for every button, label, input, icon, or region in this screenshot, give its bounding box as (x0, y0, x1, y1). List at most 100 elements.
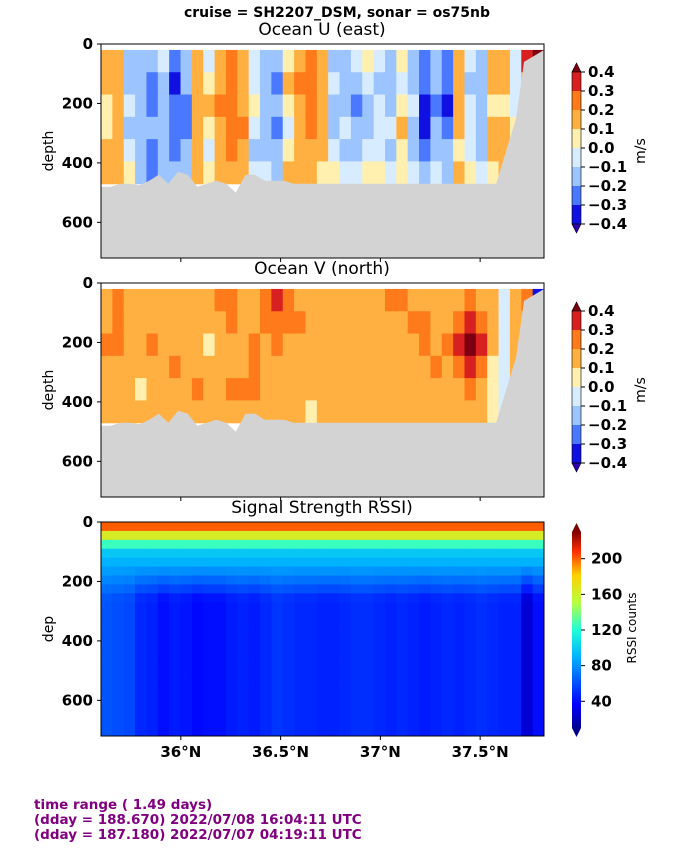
rssi-cell (328, 522, 341, 532)
rssi-cell (248, 584, 261, 594)
velocity-cell (339, 49, 352, 73)
rssi-cell (419, 709, 432, 719)
rssi-cell (112, 629, 125, 639)
velocity-cell (396, 94, 409, 118)
rssi-cell (214, 539, 227, 550)
rssi-cell (396, 718, 409, 728)
velocity-cell (316, 139, 329, 162)
velocity-cell (203, 311, 216, 335)
rssi-cell (441, 637, 454, 648)
rssi-cell (498, 575, 511, 586)
rssi-cell (373, 629, 386, 639)
velocity-cell (487, 378, 500, 401)
rssi-cell (316, 620, 329, 630)
rssi-cell (248, 548, 261, 559)
rssi-cell (282, 629, 295, 639)
rssi-cell (509, 629, 522, 639)
rssi-cell (157, 700, 170, 710)
rssi-cell (191, 718, 204, 728)
rssi-cell (112, 718, 125, 728)
rssi-cell (180, 718, 193, 728)
colorbar-gradient (572, 532, 581, 728)
velocity-cell (237, 378, 250, 401)
rssi-cell (441, 530, 454, 541)
velocity-cell (407, 161, 420, 185)
rssi-cell (384, 575, 397, 586)
rssi-cell (475, 620, 488, 630)
velocity-cell (419, 49, 432, 73)
rssi-cell (441, 691, 454, 701)
rssi-cell (498, 673, 511, 684)
rssi-cell (407, 602, 420, 612)
rssi-cell (146, 691, 159, 701)
rssi-cell (203, 530, 216, 541)
velocity-cell (260, 355, 272, 379)
rssi-cell (123, 727, 136, 736)
rssi-cell (316, 539, 329, 550)
rssi-cell (260, 539, 272, 550)
rssi-cell (191, 611, 204, 621)
rssi-cell (101, 611, 113, 621)
rssi-cell (339, 655, 352, 666)
rssi-cell (305, 548, 318, 559)
velocity-cell (191, 116, 204, 140)
rssi-cell (509, 637, 522, 648)
rssi-cell (316, 646, 329, 657)
velocity-cell (248, 49, 261, 73)
rssi-cell (203, 709, 216, 719)
y-tick-label: 400 (62, 154, 93, 172)
rssi-cell (237, 620, 250, 630)
rssi-cell (112, 584, 125, 594)
rssi-cell (135, 727, 148, 736)
velocity-cell (373, 139, 386, 162)
velocity-cell (237, 311, 250, 335)
velocity-cell (248, 139, 261, 162)
rssi-cell (362, 530, 375, 541)
rssi-cell (521, 655, 534, 666)
rssi-cell (101, 548, 113, 559)
rssi-cell (498, 522, 511, 532)
velocity-cell (362, 161, 375, 185)
rssi-cell (509, 593, 522, 603)
rssi-cell (248, 557, 261, 568)
rssi-cell (487, 646, 500, 657)
rssi-cell (328, 646, 341, 657)
ocean-v-title: Ocean V (north) (254, 259, 390, 279)
rssi-cell (532, 629, 544, 639)
rssi-cell (430, 718, 443, 728)
rssi-cell (475, 575, 488, 586)
rssi-cell (157, 664, 170, 675)
rssi-cell (373, 575, 386, 586)
rssi-cell (123, 584, 136, 594)
rssi-cell (237, 646, 250, 657)
velocity-cell (294, 94, 307, 118)
rssi-cell (157, 682, 170, 693)
velocity-cell (146, 288, 159, 312)
rssi-cell (396, 700, 409, 710)
rssi-cell (396, 673, 409, 684)
rssi-cell (339, 637, 352, 648)
rssi-cell (487, 522, 500, 532)
rssi-cell (532, 548, 544, 559)
colorbar-tick-label: 0.2 (588, 340, 615, 358)
rssi-cell (294, 539, 307, 550)
rssi-cell (248, 629, 261, 639)
velocity-cell (169, 333, 182, 357)
rssi-cell (396, 522, 409, 532)
rssi-cell (305, 557, 318, 568)
velocity-cell (407, 378, 420, 401)
rssi-cell (316, 530, 329, 541)
velocity-cell (396, 49, 409, 73)
rssi-cell (237, 664, 250, 675)
rssi-cell (475, 727, 488, 736)
rssi-cell (146, 522, 159, 532)
velocity-cell (225, 161, 238, 185)
rssi-cell (521, 522, 534, 532)
velocity-cell (407, 72, 420, 96)
velocity-cell (430, 288, 443, 312)
velocity-cell (191, 355, 204, 379)
velocity-cell (169, 355, 182, 379)
rssi-cell (407, 593, 420, 603)
rssi-cell (316, 655, 329, 666)
rssi-cell (384, 646, 397, 657)
